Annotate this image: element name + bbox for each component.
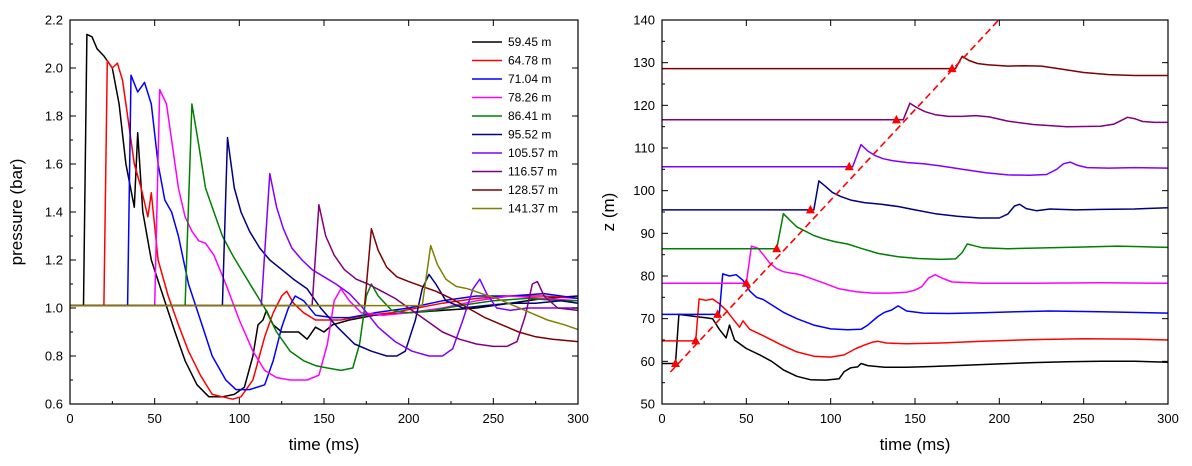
c1-x-tick-label: 100 [820,411,842,426]
legend-entry: 141.37 m [508,202,558,216]
c1-y-tick-label: 80 [641,269,655,284]
front-trajectory-group [669,20,1000,373]
pressure-series-group [70,33,578,400]
c0-x-tick-label: 250 [482,411,504,426]
c0-series-line-1 [70,60,578,400]
c1-y-tick-label: 130 [633,55,655,70]
elevation-series-group [662,55,1168,381]
legend-entry: 78.26 m [508,91,551,105]
c0-series-line-5 [70,136,578,357]
legend-entry: 128.57 m [508,183,558,197]
c1-y-tick-label: 90 [641,226,655,241]
c0-x-tick-label: 0 [66,411,73,426]
c1-series-line-6 [662,143,1168,177]
pressure-legend: 59.45 m 64.78 m 71.04 m 78.26 m 86.41 m 95.52… [472,35,558,216]
c1-series-line-3 [662,245,1168,294]
elevation-y-axis-label: z (m) [599,193,618,232]
c0-y-tick-label: 1.2 [45,253,63,268]
c1-x-tick-label: 300 [1157,411,1179,426]
c1-series-line-5 [662,180,1168,219]
c1-x-tick-label: 0 [658,411,665,426]
c0-series-line-4 [70,103,578,372]
legend-entry: 59.45 m [508,35,551,49]
legend-entry: 116.57 m [508,165,557,179]
c1-y-tick-label: 70 [641,311,655,326]
legend-entry: 71.04 m [508,72,551,86]
c0-y-tick-label: 0.6 [45,397,63,412]
elevation-axis-ticks: 0 50 100 150 200 250 3005060708090100110120130… [633,13,1179,427]
c1-y-tick-label: 120 [633,98,655,113]
c0-series-line-2 [70,74,578,391]
elevation-x-axis-label: time (ms) [880,435,951,454]
c0-y-tick-label: 1.6 [45,157,63,172]
c0-x-tick-label: 200 [398,411,420,426]
c0-series-line-8 [70,228,578,343]
c1-series-line-2 [662,273,1168,331]
c0-y-tick-label: 2.2 [45,13,63,28]
c1-y-tick-label: 60 [641,354,655,369]
elevation-plot-frame [661,19,1169,405]
legend-entry: 105.57 m [508,146,558,160]
c1-x-tick-label: 250 [1073,411,1095,426]
c1-series-line-0 [662,313,1168,381]
trajectory-marker [670,358,680,367]
legend-entry: 64.78 m [508,54,551,68]
c1-y-tick-label: 100 [633,183,655,198]
c0-y-tick-label: 2.0 [45,61,63,76]
c1-y-tick-label: 140 [633,13,655,28]
c0-x-tick-label: 100 [228,411,250,426]
trajectory-marker [741,278,751,287]
c0-y-tick-label: 1.4 [45,205,63,220]
trajectory-marker [947,63,957,73]
c1-x-tick-label: 50 [739,411,753,426]
trajectory-marker [713,309,723,318]
pressure-y-axis-label: pressure (bar) [7,159,26,266]
c0-series-line-7 [70,204,578,348]
c0-series-line-0 [70,33,578,398]
c0-y-tick-label: 1.0 [45,301,63,316]
c1-y-tick-label: 110 [634,141,655,156]
c1-y-tick-label: 50 [641,397,655,412]
pressure-x-axis-label: time (ms) [289,435,360,454]
c0-x-tick-label: 300 [567,411,589,426]
c0-series-line-6 [70,172,578,357]
c0-y-tick-label: 1.8 [45,109,63,124]
c1-series-line-4 [662,212,1168,261]
legend-entry: 86.41 m [508,109,551,123]
c0-x-tick-label: 150 [313,411,335,426]
c0-series-line-9 [70,244,578,331]
c0-y-tick-label: 0.8 [45,349,63,364]
trajectory-dashed-line [669,20,1000,373]
c1-series-line-1 [662,298,1168,358]
pressure-chart: 0 50 100 150 200 250 300 0.6 0.8 1.0 1.2 1.4 1.6 1.8 2… [7,13,589,455]
trajectory-marker [844,161,854,171]
trajectory-marker [691,335,701,345]
trajectory-marker [772,243,782,253]
trajectory-marker [805,204,815,214]
c1-series-line-7 [662,102,1168,128]
elevation-chart: 0 50 100 150 200 250 3005060708090100110120130… [599,13,1179,455]
c1-series-line-8 [662,55,1168,77]
c1-x-tick-label: 200 [988,411,1010,426]
trajectory-marker [891,114,901,124]
c1-x-tick-label: 150 [904,411,926,426]
c0-x-tick-label: 50 [147,411,161,426]
legend-entry: 95.52 m [508,128,551,142]
pressure-axis-ticks: 0 50 100 150 200 250 300 0.6 0.8 1.0 1.2 1.4 1.6 1.8 2… [45,13,589,427]
